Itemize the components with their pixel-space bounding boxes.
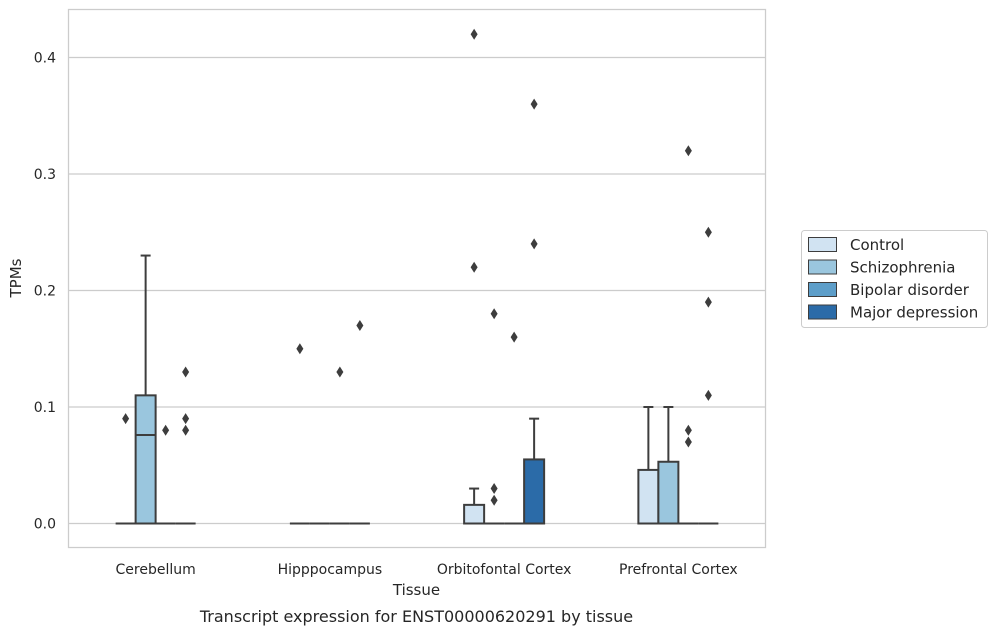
box-bipolar-disorder: [155, 424, 176, 525]
legend-label: Control: [850, 236, 904, 254]
x-tick-label: Cerebellum: [116, 562, 196, 578]
outlier-point: [470, 28, 478, 40]
outlier-point: [336, 366, 344, 378]
y-tick-label: 0.0: [34, 517, 56, 533]
legend-swatch: [808, 237, 837, 252]
box-body: [637, 468, 660, 525]
outlier-point: [182, 424, 190, 436]
legend-frame: [801, 230, 988, 328]
box-body: [134, 394, 157, 525]
x-tick-label: Prefrontal Cortex: [619, 562, 738, 578]
y-tick-label: 0.4: [34, 51, 56, 67]
box-body: [657, 460, 680, 525]
legend: Control Schizophrenia Bipolar disorder Majo…: [801, 230, 988, 328]
y-tick-label: 0.2: [34, 284, 56, 300]
legend-swatch: [808, 304, 837, 320]
outlier-point: [490, 483, 498, 495]
outlier-point: [122, 413, 130, 425]
chart-caption: Transcript expression for ENST0000062029…: [199, 607, 633, 626]
box-bipolar-disorder: [504, 331, 525, 525]
outlier-point: [684, 145, 692, 157]
outlier-point: [490, 308, 498, 320]
outlier-point: [704, 389, 712, 401]
box-bipolar-disorder: [329, 366, 350, 525]
legend-swatch: [808, 259, 837, 275]
x-tick-label: Hipppocampus: [278, 562, 383, 578]
box-schizophrenia: [484, 308, 505, 525]
box-control: [289, 343, 310, 525]
box-control: [637, 406, 660, 525]
outlier-point: [684, 436, 692, 448]
outlier-point: [470, 261, 478, 273]
outlier-point: [530, 238, 538, 250]
box-control: [115, 413, 136, 525]
legend-label: Schizophrenia: [850, 259, 955, 277]
outlier-point: [530, 98, 538, 110]
box-bipolar-disorder: [678, 145, 699, 525]
x-axis-label: Tissue: [392, 581, 440, 599]
legend-label: Major depression: [850, 304, 978, 322]
outlier-point: [490, 494, 498, 506]
box-body: [463, 503, 486, 525]
y-tick-label: 0.3: [34, 167, 56, 183]
outlier-point: [182, 366, 190, 378]
y-axis-label: TPMs: [7, 258, 25, 298]
outlier-point: [704, 296, 712, 308]
box-body: [523, 458, 546, 525]
box-major-depression: [175, 366, 196, 525]
outlier-point: [296, 343, 304, 355]
legend-swatch: [808, 282, 837, 297]
y-tick-label: 0.1: [34, 400, 56, 416]
y-axis-ticks: 0.0 0.1 0.2 0.3 0.4: [34, 51, 56, 533]
box-schizophrenia: [134, 254, 157, 525]
outlier-point: [704, 226, 712, 238]
x-axis-ticks: Cerebellum Hipppocampus Orbitofontal Corte…: [116, 562, 738, 578]
outlier-point: [684, 424, 692, 436]
grid-lines: [68, 56, 766, 525]
outlier-point: [162, 424, 170, 436]
box-major-depression: [698, 226, 719, 525]
outlier-point: [182, 413, 190, 425]
outlier-point: [356, 319, 364, 331]
legend-label: Bipolar disorder: [850, 281, 970, 299]
boxes: [115, 28, 719, 525]
x-tick-label: Orbitofontal Cortex: [437, 562, 572, 578]
plot-area-frame: [67, 8, 767, 549]
box-schizophrenia: [657, 406, 680, 525]
box-major-depression: [349, 319, 370, 525]
box-control: [463, 28, 486, 525]
outlier-point: [510, 331, 518, 343]
box-major-depression: [523, 98, 546, 525]
